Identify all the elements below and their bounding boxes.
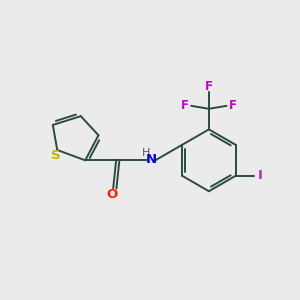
Text: F: F: [181, 99, 189, 112]
Text: I: I: [258, 169, 263, 182]
Text: N: N: [146, 153, 157, 166]
Text: S: S: [51, 149, 61, 162]
Text: F: F: [205, 80, 213, 93]
Text: H: H: [142, 148, 151, 158]
Text: F: F: [228, 99, 236, 112]
Text: O: O: [106, 188, 117, 201]
